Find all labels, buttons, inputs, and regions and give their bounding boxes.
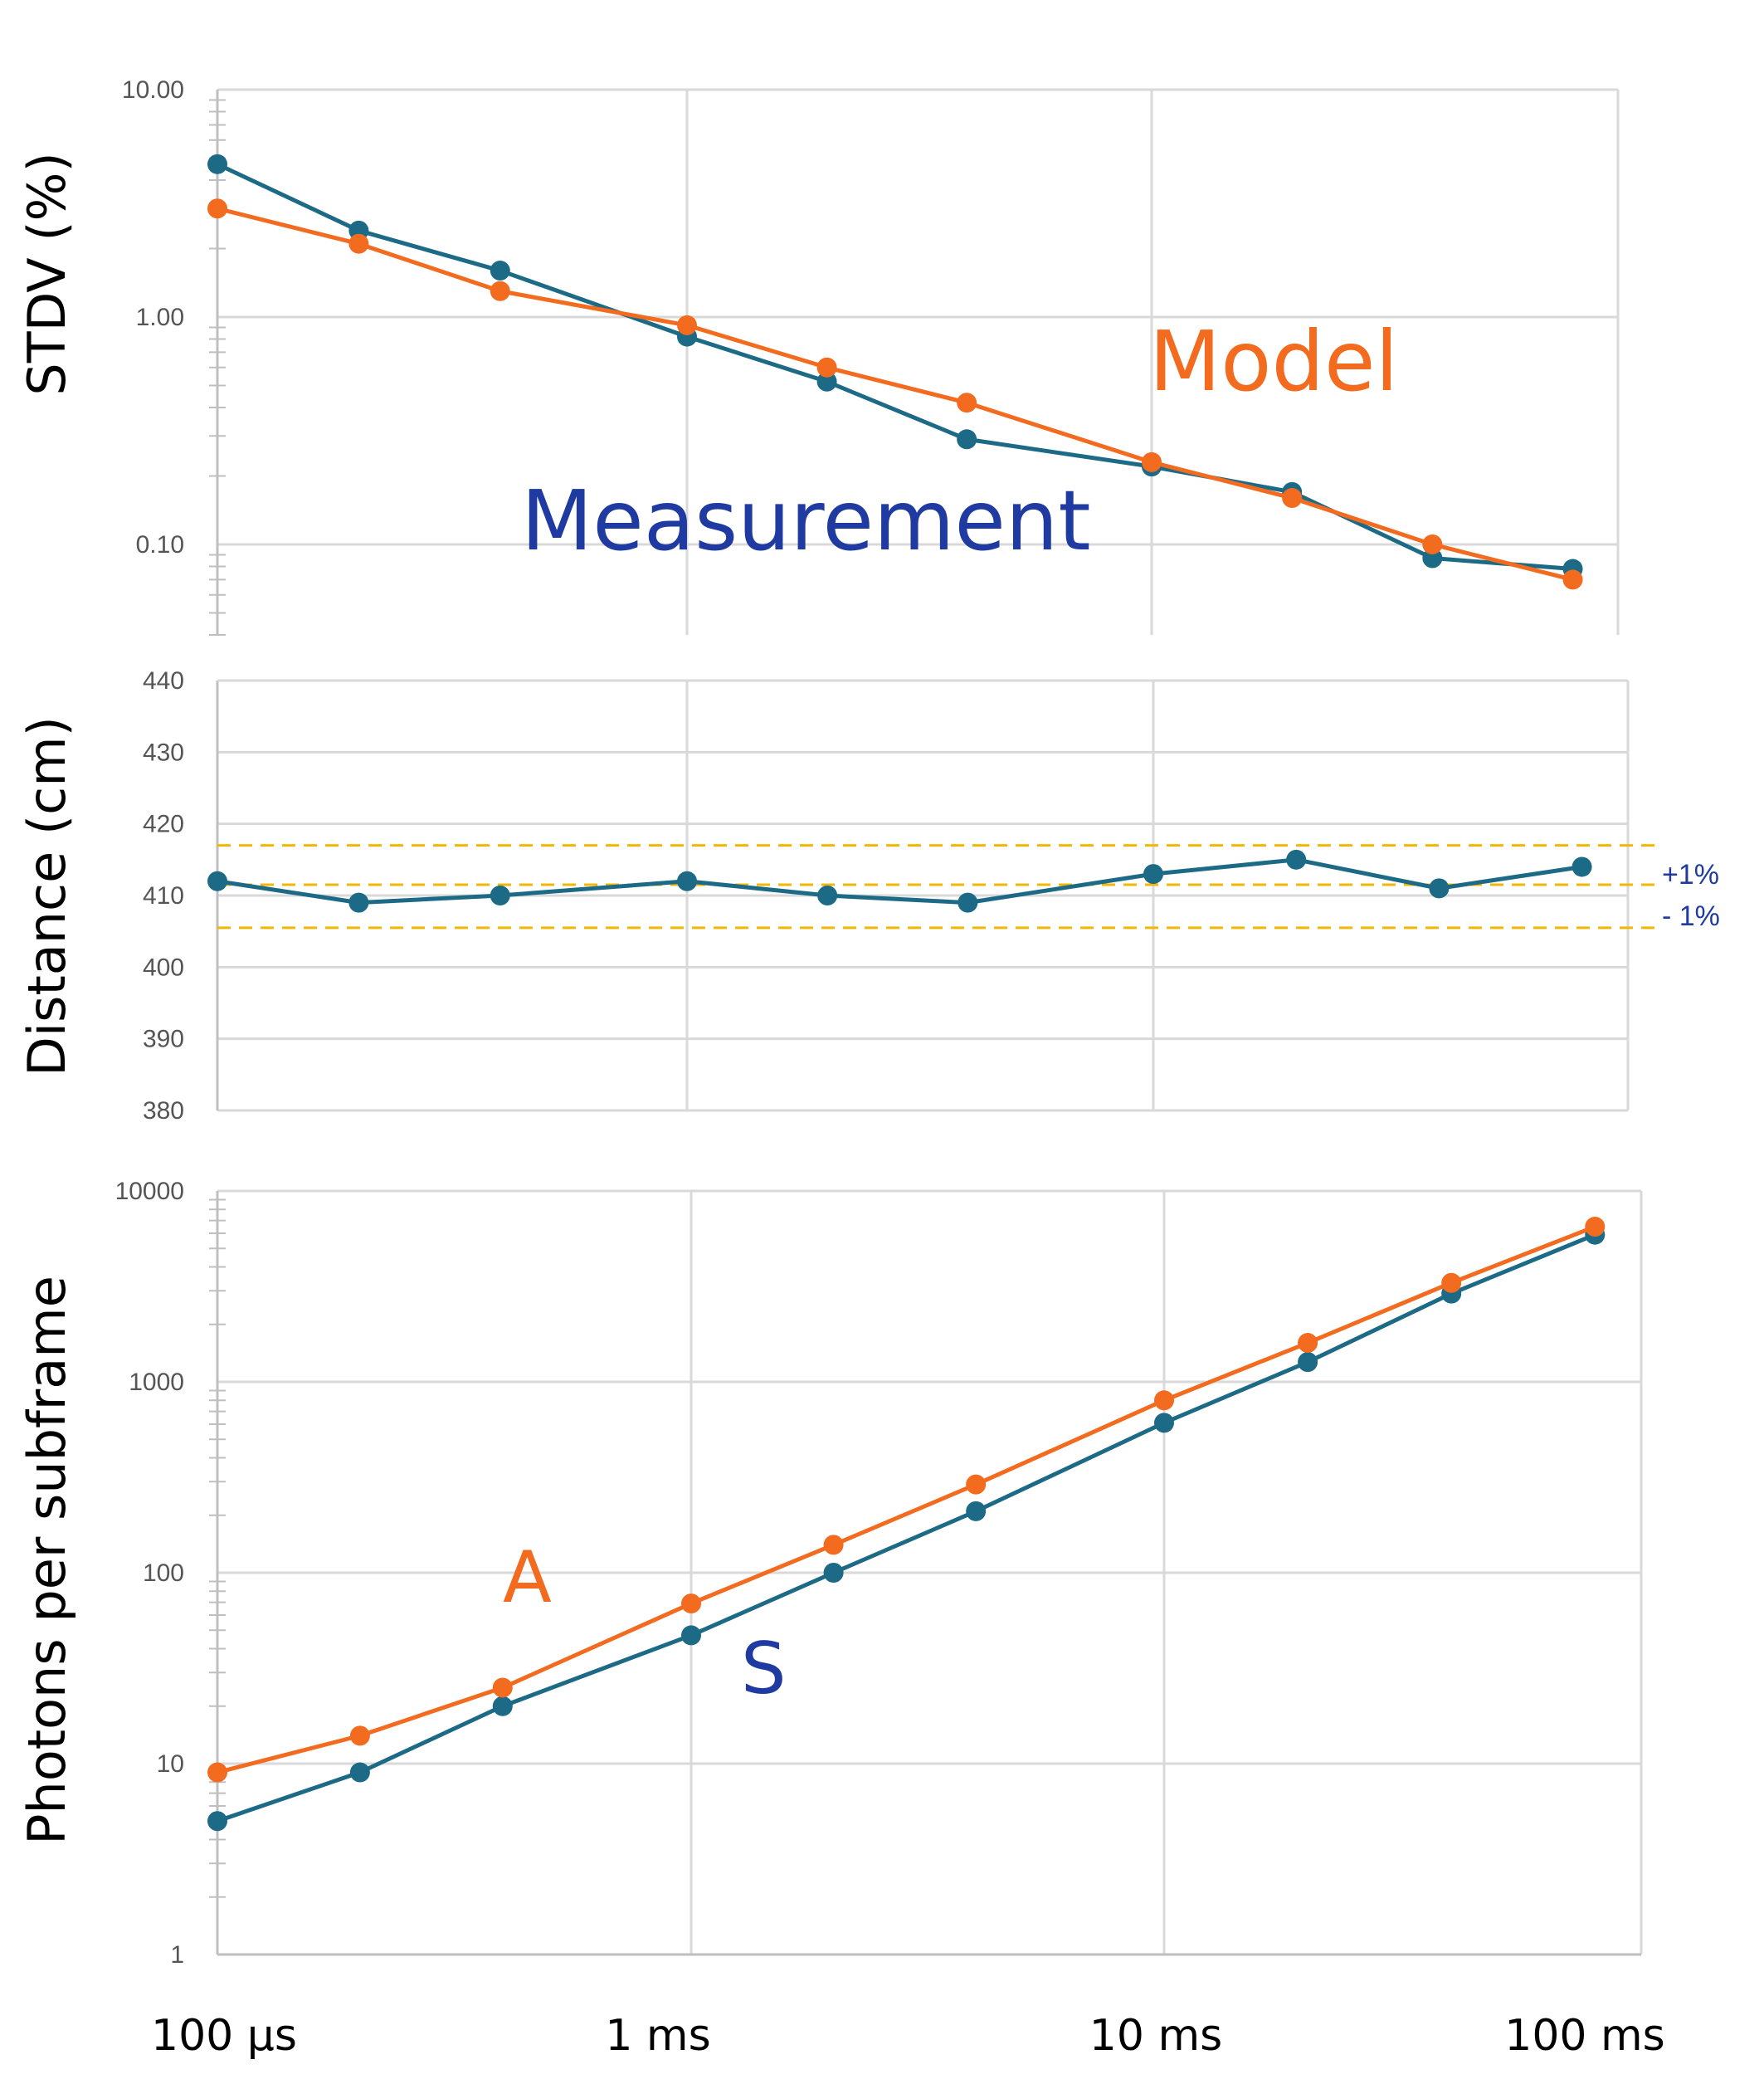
photons-y-ticks: 1 10 100 1000 10000 [115,1178,184,1969]
stdv-panel: 0.10 1.00 10.00 STDV (%) Model Measurement [17,76,1620,636]
stdv-grid [209,88,1620,636]
data-point-distance [1429,878,1450,899]
data-point-a [1154,1390,1174,1411]
photons-series [207,1217,1606,1832]
data-point-a [1585,1217,1606,1237]
distance-grid [216,679,1630,1112]
minus-one-percent-label: - 1% [1662,900,1720,932]
stdv-y-ticks: 0.10 1.00 10.00 [122,76,184,559]
data-point-a [823,1535,844,1555]
measurement-annotation: Measurement [521,472,1091,569]
series-line-model [217,206,1574,582]
y-tick-label: 420 [143,811,184,838]
data-point-measurement [207,154,227,174]
data-point-a [966,1474,987,1495]
plus-one-percent-label: +1% [1662,859,1719,891]
distance-series [207,849,1592,913]
data-point-distance [1572,856,1592,877]
data-point-measurement [957,429,977,450]
y-tick-label: 430 [143,739,184,766]
data-point-distance [1143,864,1163,885]
data-point-distance [348,892,369,913]
series-line-a [217,1224,1596,1774]
y-tick-label: 10000 [115,1178,184,1205]
y-tick-label: 10 [157,1750,184,1778]
data-point-a [492,1677,513,1698]
tolerance-lines [217,844,1659,930]
y-tick-label: 100 [143,1559,184,1587]
model-annotation: Model [1149,313,1398,410]
y-tick-label: 1 [170,1941,184,1969]
data-point-model [1562,569,1583,590]
data-point-model [490,281,510,301]
data-point-s [207,1811,227,1832]
data-point-measurement [1422,548,1443,569]
y-tick-label: 410 [143,882,184,910]
stdv-y-label: STDV (%) [17,152,77,395]
photons-y-label: Photons per subframe [17,1276,77,1845]
data-point-model [816,357,837,378]
photons-panel: 1 10 100 1000 10000 Photons per subframe A S [17,1178,1643,1969]
x-tick-label: 100 ms [1504,2011,1665,2061]
series-line-s [217,1232,1596,1823]
y-tick-label: 1.00 [136,304,184,331]
data-point-distance [207,871,227,891]
data-point-model [348,233,369,254]
data-point-measurement [816,371,837,392]
y-tick-label: 400 [143,954,184,981]
data-point-s [492,1696,513,1716]
data-point-measurement [490,261,510,281]
stdv-series [207,154,1583,590]
data-point-s [966,1501,987,1521]
data-point-distance [958,892,978,913]
data-point-s [681,1625,701,1646]
x-tick-label: 10 ms [1089,2011,1222,2061]
data-point-s [1154,1413,1174,1433]
data-point-distance [1286,849,1307,870]
data-point-s [349,1762,370,1783]
data-point-a [349,1725,370,1746]
data-point-model [1282,488,1303,509]
photons-grid [209,1189,1643,1956]
data-point-model [1422,534,1443,554]
x-tick-label: 1 ms [605,2011,710,2061]
x-tick-label: 100 µs [151,2011,297,2061]
distance-y-ticks: 380 390 400 410 420 430 440 [143,667,184,1125]
data-point-a [1298,1333,1318,1354]
series-line-distance [217,857,1582,905]
data-point-distance [677,871,697,891]
y-tick-label: 390 [143,1026,184,1053]
y-tick-label: 10.00 [122,76,184,104]
x-axis-ticks: 100 µs 1 ms 10 ms 100 ms [151,2011,1665,2061]
data-point-model [957,393,977,413]
data-point-a [681,1593,701,1614]
y-tick-label: 380 [143,1097,184,1125]
data-point-model [207,198,227,219]
data-point-a [1441,1272,1462,1293]
data-point-model [1142,451,1162,472]
data-point-distance [490,886,510,905]
data-point-a [207,1762,227,1783]
data-point-distance [817,886,838,905]
y-tick-label: 0.10 [136,531,184,559]
y-tick-label: 1000 [129,1369,184,1396]
series-line-measurement [216,162,1573,572]
s-annotation: S [741,1628,787,1711]
y-tick-label: 440 [143,667,184,695]
distance-y-label: Distance (cm) [17,716,77,1076]
data-point-model [677,315,697,335]
a-annotation: A [503,1536,552,1619]
data-point-s [1298,1352,1318,1373]
data-point-s [823,1563,844,1583]
